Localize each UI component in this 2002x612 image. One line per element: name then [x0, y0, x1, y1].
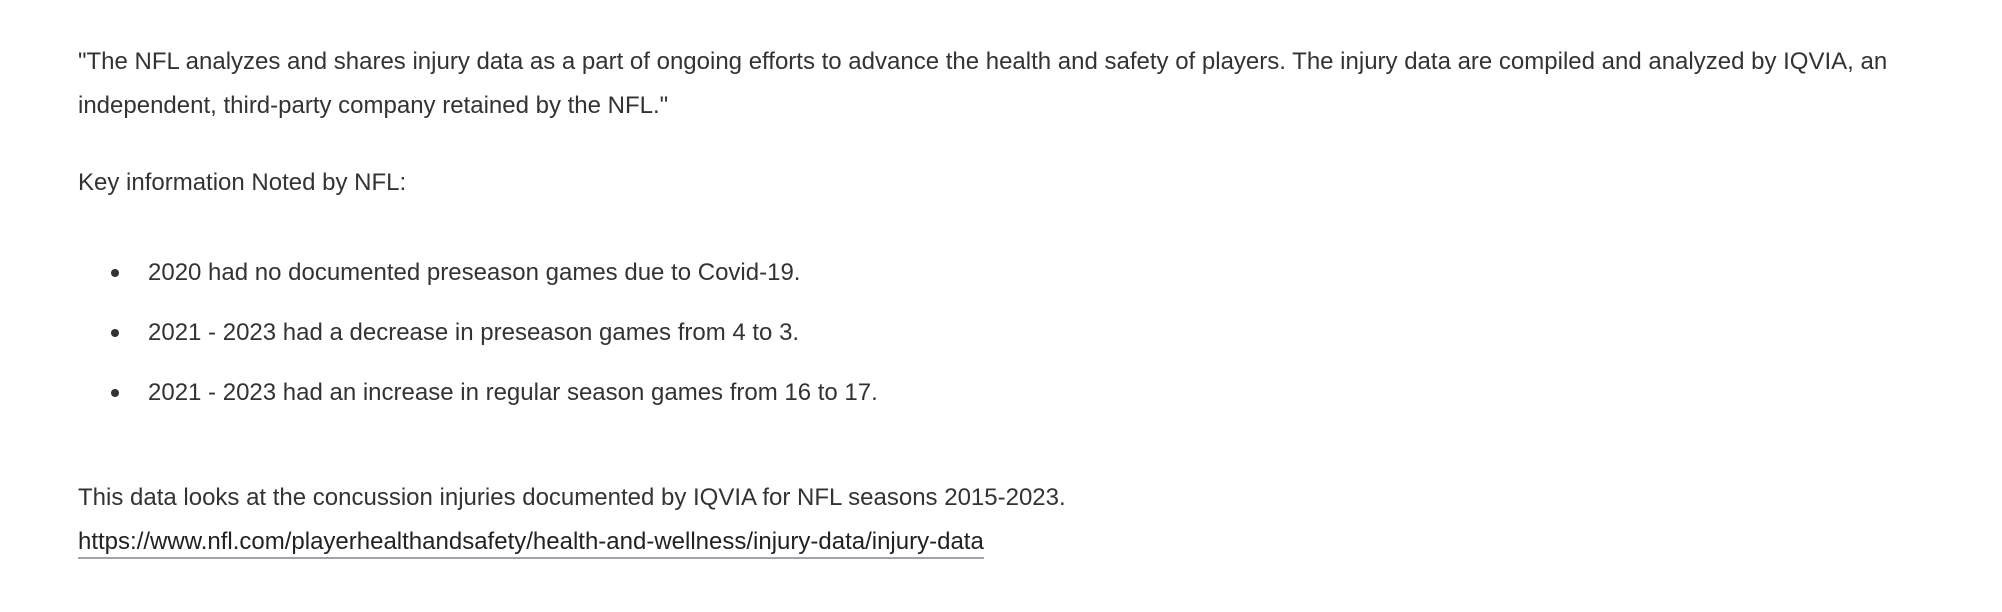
intro-quote: "The NFL analyzes and shares injury data…: [78, 48, 1888, 119]
list-item: 2021 - 2023 had a decrease in preseason …: [78, 311, 1988, 371]
list-item-text: 2020 had no documented preseason games d…: [148, 259, 801, 286]
bullet-icon: [111, 389, 119, 397]
bullet-icon: [111, 329, 119, 337]
list-item-text: 2021 - 2023 had an increase in regular s…: [148, 379, 878, 406]
list-item: 2020 had no documented preseason games d…: [78, 251, 1988, 311]
summary-text: This data looks at the concussion injuri…: [78, 484, 1066, 511]
document-body: "The NFL analyzes and shares injury data…: [78, 40, 1988, 564]
bullet-icon: [111, 269, 119, 277]
key-info-list: 2020 had no documented preseason games d…: [78, 251, 1988, 431]
list-item-text: 2021 - 2023 had a decrease in preseason …: [148, 319, 800, 346]
key-info-heading: Key information Noted by NFL:: [78, 169, 407, 196]
source-link[interactable]: https://www.nfl.com/playerhealthandsafet…: [78, 528, 984, 559]
list-item: 2021 - 2023 had an increase in regular s…: [78, 371, 1988, 431]
